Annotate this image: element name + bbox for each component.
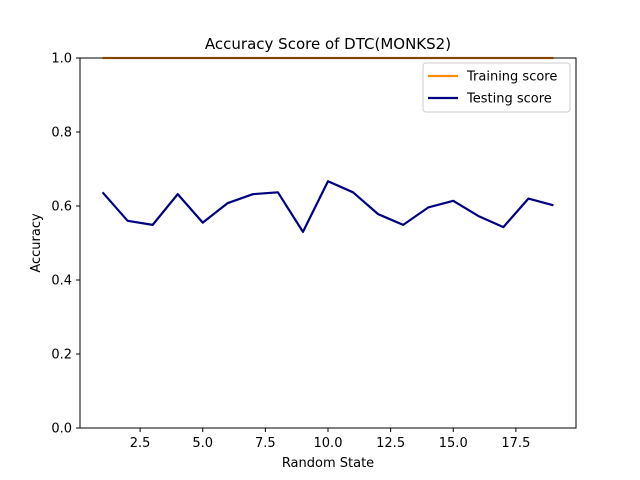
x-tick-label: 17.5 xyxy=(501,436,530,451)
x-tick-label: 7.5 xyxy=(255,436,276,451)
x-tick-label: 2.5 xyxy=(130,436,151,451)
x-axis-ticks: 2.5 5.0 7.5 10.0 12.5 15.0 17.5 xyxy=(130,428,530,451)
y-tick-label: 0.4 xyxy=(51,274,72,289)
y-axis-label: Accuracy xyxy=(29,213,44,273)
legend: Training score Testing score xyxy=(422,62,571,113)
legend-box xyxy=(422,62,571,113)
x-tick-label: 12.5 xyxy=(376,436,405,451)
chart-title: Accuracy Score of DTC(MONKS2) xyxy=(205,35,451,53)
y-axis-ticks: 0.0 0.2 0.4 0.6 0.8 1.0 xyxy=(51,52,80,437)
y-tick-label: 0.6 xyxy=(51,200,72,215)
x-tick-label: 10.0 xyxy=(314,436,343,451)
x-tick-label: 5.0 xyxy=(192,436,213,451)
y-tick-label: 0.2 xyxy=(51,348,72,363)
x-axis-label: Random State xyxy=(282,456,374,471)
y-tick-label: 0.0 xyxy=(51,422,72,437)
x-tick-label: 15.0 xyxy=(439,436,468,451)
legend-label-0: Training score xyxy=(466,70,557,85)
y-tick-label: 1.0 xyxy=(51,52,72,67)
y-tick-label: 0.8 xyxy=(51,126,72,141)
legend-label-1: Testing score xyxy=(466,92,552,107)
